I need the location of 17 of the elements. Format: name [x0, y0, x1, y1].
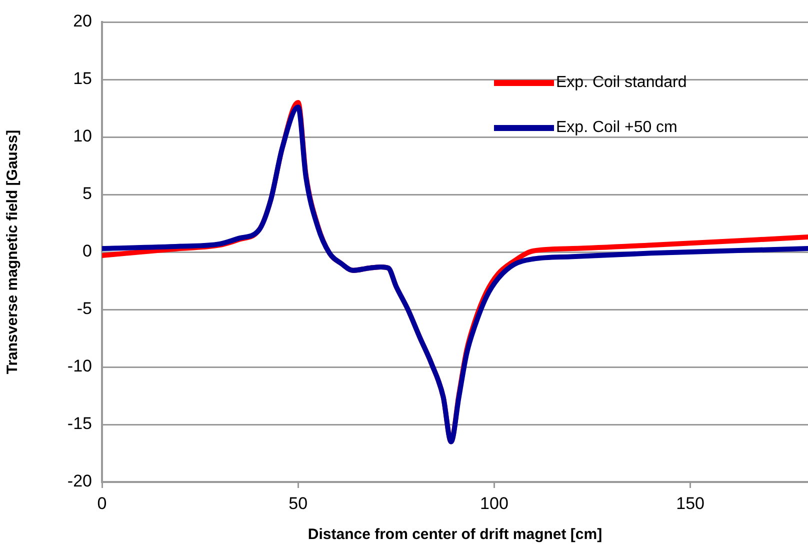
- y-tick-label: 10: [73, 126, 92, 146]
- y-tick-label: 15: [73, 69, 92, 88]
- y-tick-label: -20: [67, 472, 92, 491]
- x-tick-label: 100: [480, 494, 508, 513]
- y-tick-label: -15: [67, 414, 92, 434]
- x-tick-label: 50: [288, 494, 308, 513]
- y-axis-title: Transverse magnetic field [Gauss]: [4, 130, 22, 374]
- y-tick-label: 5: [82, 184, 92, 204]
- x-tick-label: 0: [97, 494, 107, 513]
- y-tick-label: -10: [67, 356, 92, 376]
- legend-label: Exp. Coil +50 cm: [556, 118, 678, 136]
- y-tick-label: 0: [82, 242, 92, 261]
- legend-label: Exp. Coil standard: [556, 74, 687, 92]
- x-tick-label: 150: [676, 494, 705, 513]
- x-axis-title: Distance from center of drift magnet [cm]: [308, 526, 602, 544]
- y-tick-label: 20: [73, 12, 92, 31]
- y-tick-label: -5: [76, 299, 92, 318]
